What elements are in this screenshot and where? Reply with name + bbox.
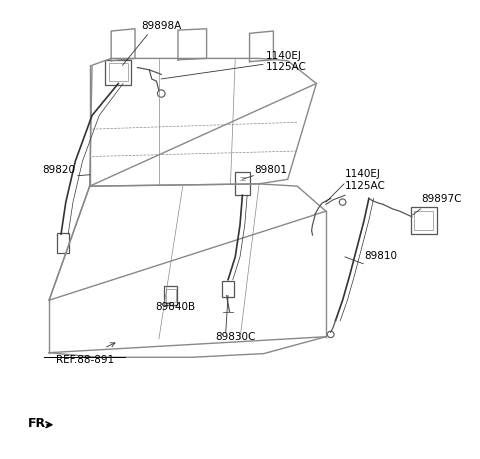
Text: 89898A: 89898A [141, 21, 181, 31]
Text: 1125AC: 1125AC [266, 62, 307, 72]
Text: 89820: 89820 [42, 165, 75, 175]
Text: 89810: 89810 [364, 252, 397, 262]
Text: REF.88-891: REF.88-891 [56, 355, 114, 365]
FancyBboxPatch shape [222, 281, 234, 297]
FancyBboxPatch shape [235, 173, 250, 195]
Text: 89830C: 89830C [215, 332, 255, 342]
Text: 1140EJ: 1140EJ [266, 50, 302, 61]
Text: 1140EJ: 1140EJ [345, 169, 381, 179]
Text: 89801: 89801 [254, 165, 288, 175]
FancyBboxPatch shape [105, 60, 132, 84]
Text: FR.: FR. [28, 417, 51, 430]
Text: 1125AC: 1125AC [345, 181, 386, 191]
FancyBboxPatch shape [410, 207, 437, 234]
FancyBboxPatch shape [109, 63, 128, 81]
Text: 89897C: 89897C [421, 195, 462, 204]
FancyBboxPatch shape [414, 211, 433, 230]
FancyBboxPatch shape [164, 286, 178, 305]
FancyBboxPatch shape [58, 233, 70, 253]
FancyBboxPatch shape [166, 289, 176, 302]
Text: 89840B: 89840B [156, 302, 196, 313]
